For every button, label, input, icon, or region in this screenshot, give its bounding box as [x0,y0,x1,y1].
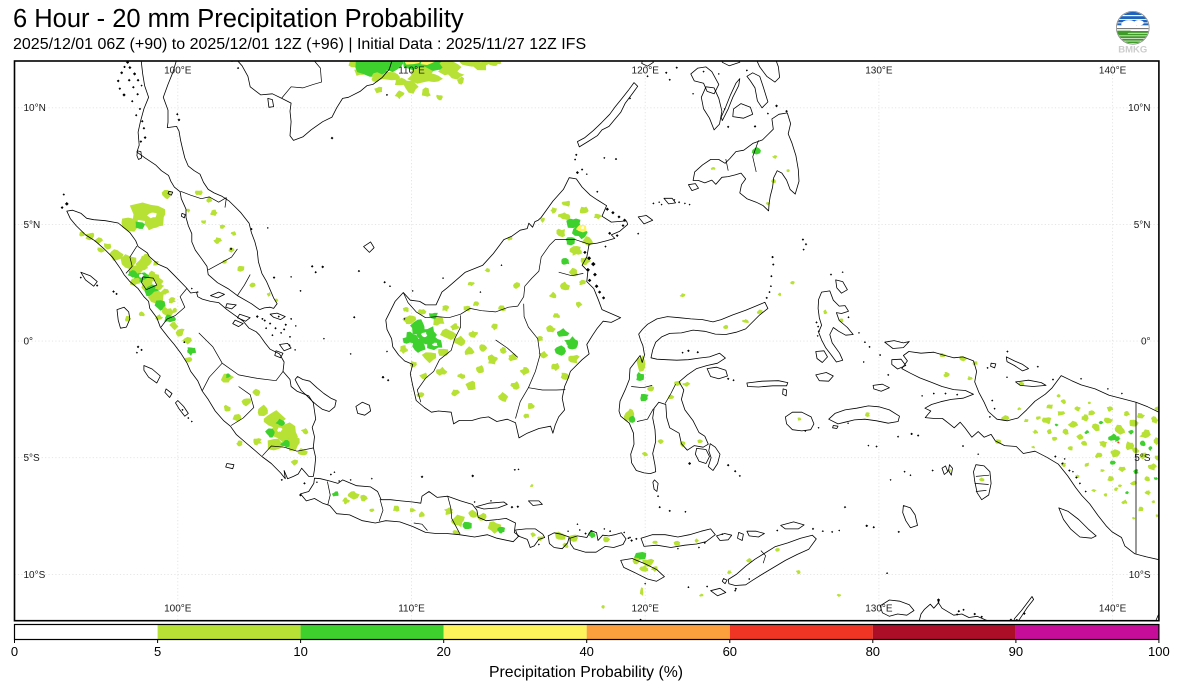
svg-text:10°S: 10°S [24,570,46,581]
svg-text:BMKG: BMKG [1118,45,1147,56]
svg-text:10°N: 10°N [1128,103,1150,114]
svg-text:0°: 0° [24,337,34,348]
svg-text:60: 60 [723,644,737,659]
svg-text:Precipitation Probability (%): Precipitation Probability (%) [489,664,683,681]
svg-text:140°E: 140°E [1099,604,1127,615]
svg-text:110°E: 110°E [398,66,425,77]
svg-text:5°S: 5°S [1134,453,1151,464]
svg-text:120°E: 120°E [632,604,660,615]
svg-text:10: 10 [293,644,307,659]
svg-text:90: 90 [1009,644,1023,659]
svg-text:40: 40 [579,644,593,659]
svg-text:5°S: 5°S [24,453,41,464]
svg-text:5: 5 [154,644,161,659]
svg-text:10°N: 10°N [24,103,46,114]
svg-text:100: 100 [1148,644,1170,659]
svg-text:130°E: 130°E [865,604,893,615]
svg-text:5°N: 5°N [1134,220,1151,231]
svg-text:0: 0 [11,644,18,659]
svg-text:5°N: 5°N [24,220,41,231]
svg-text:110°E: 110°E [398,604,425,615]
svg-text:80: 80 [866,644,880,659]
svg-text:120°E: 120°E [632,66,660,77]
svg-text:0°: 0° [1141,337,1151,348]
svg-text:100°E: 100°E [164,604,192,615]
svg-text:130°E: 130°E [865,66,893,77]
svg-text:100°E: 100°E [164,66,192,77]
svg-text:20: 20 [436,644,450,659]
svg-text:10°S: 10°S [1129,570,1151,581]
svg-text:140°E: 140°E [1099,66,1127,77]
